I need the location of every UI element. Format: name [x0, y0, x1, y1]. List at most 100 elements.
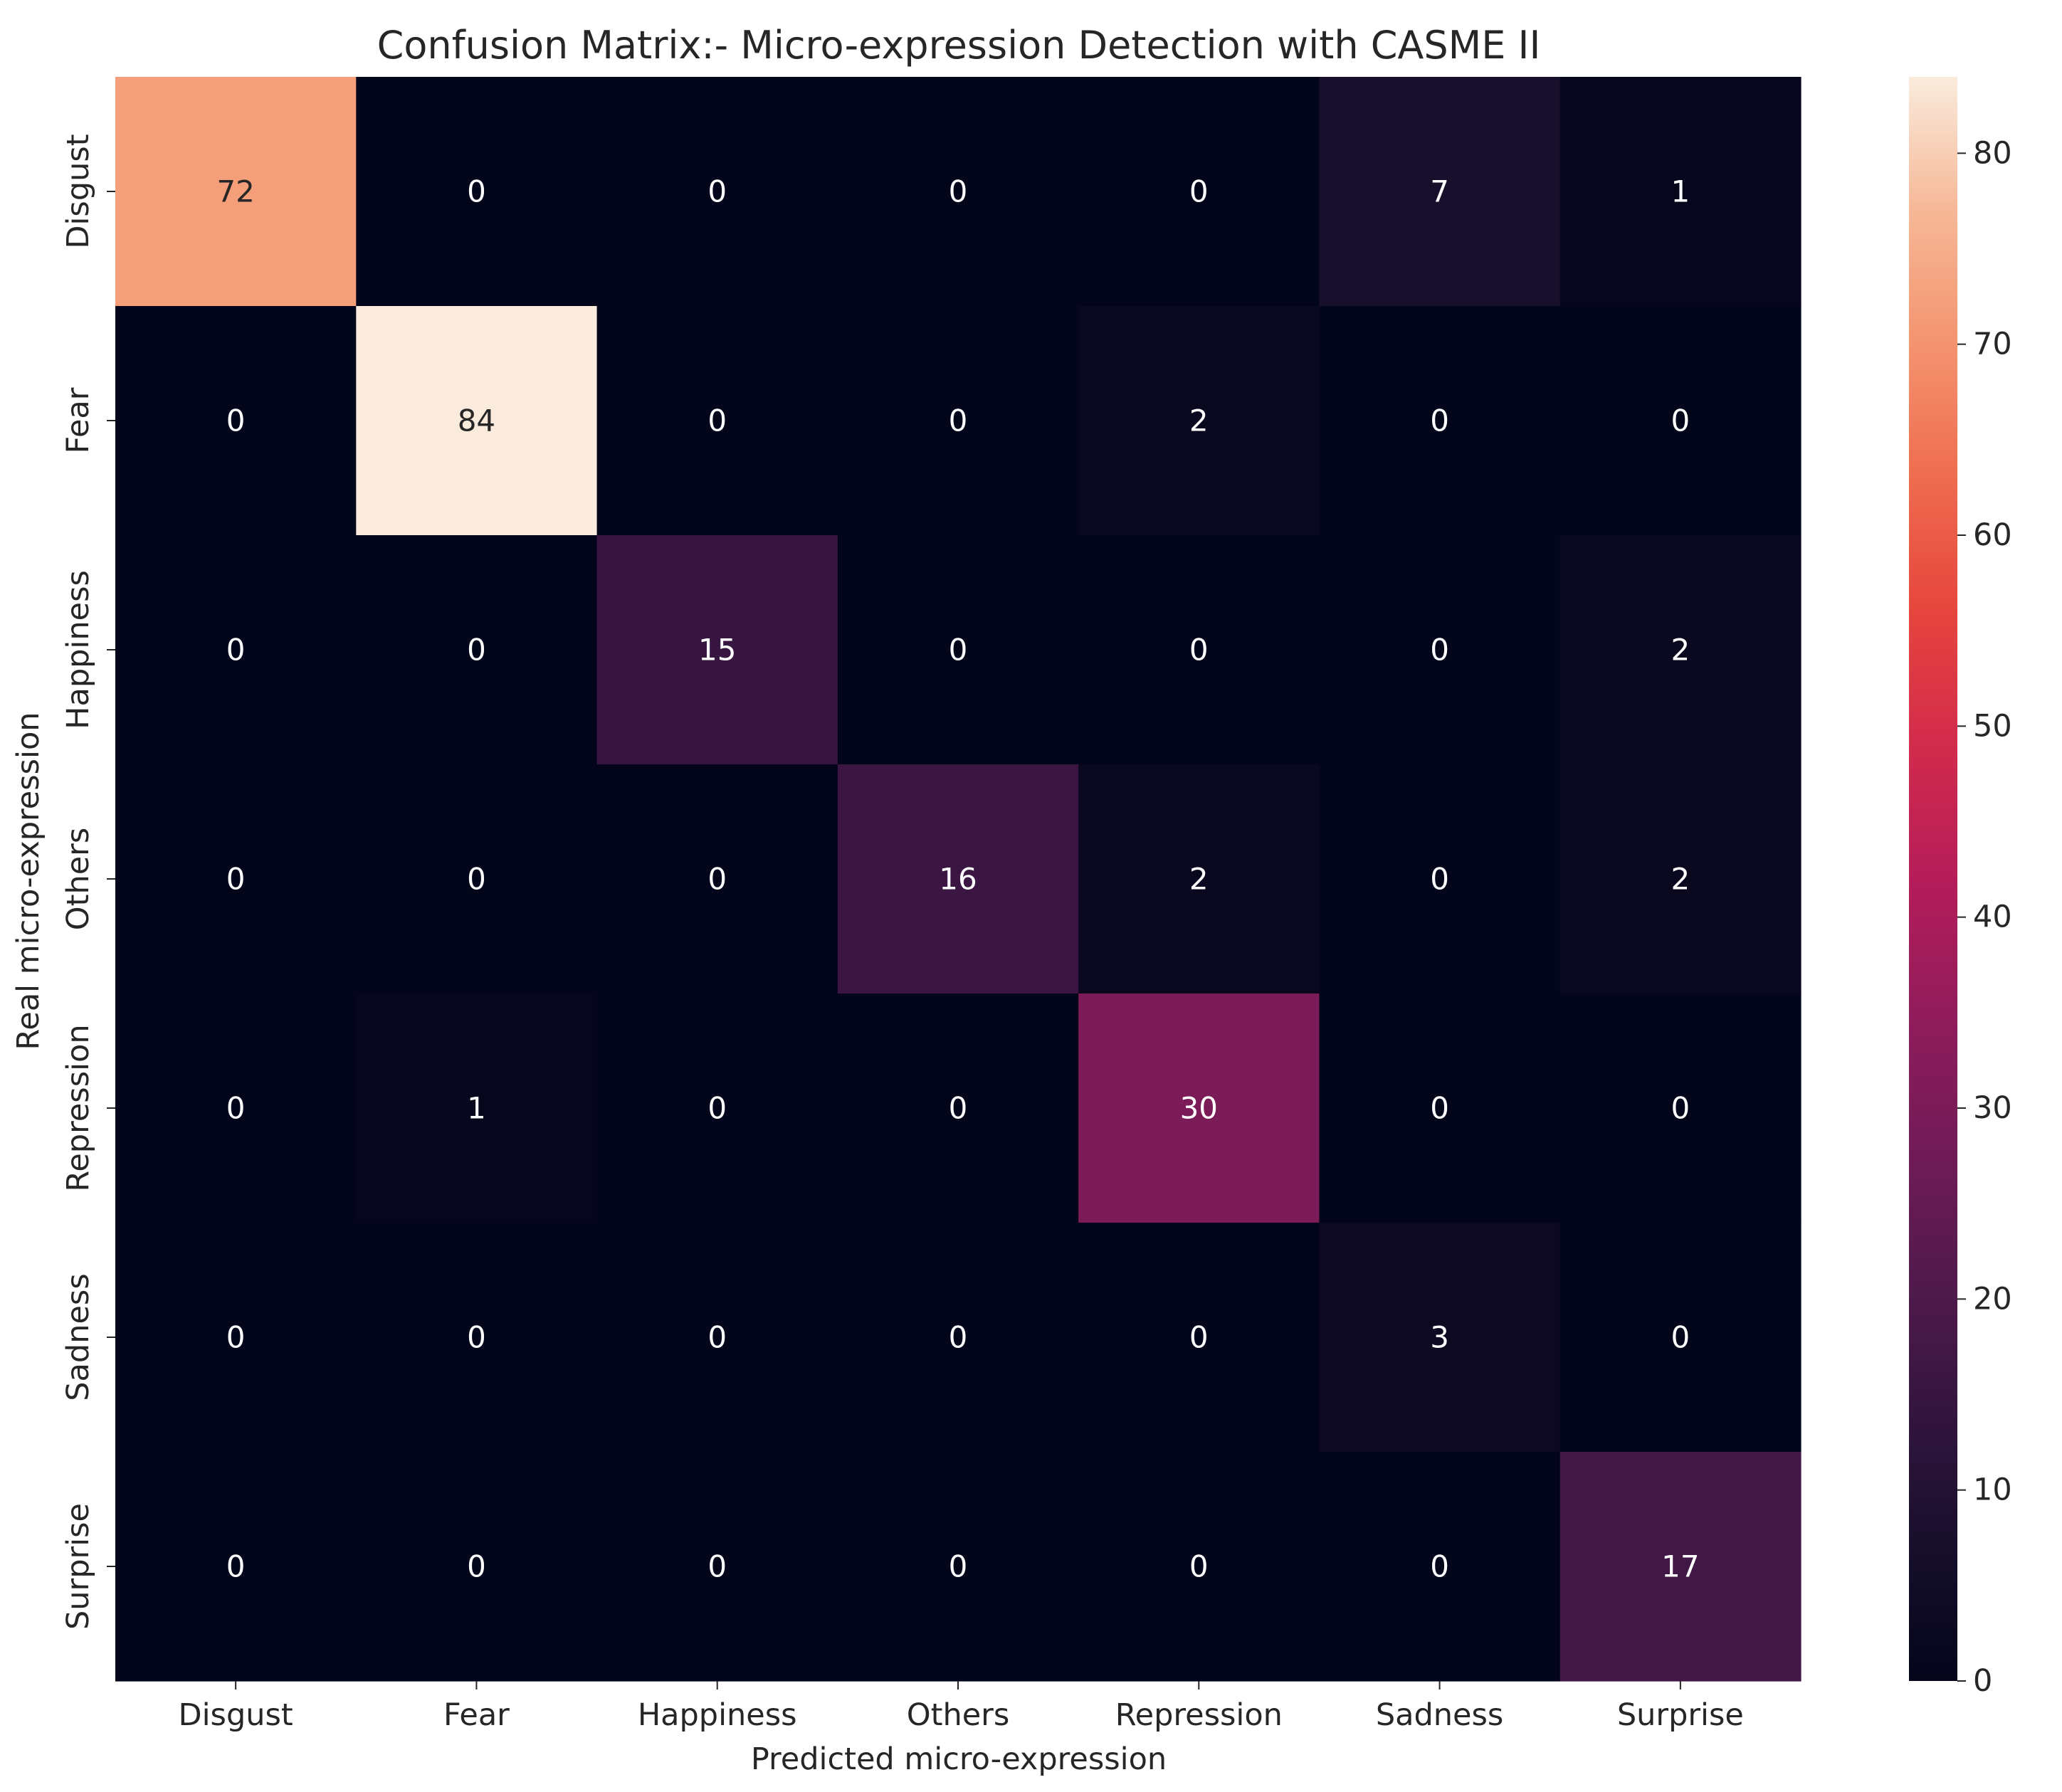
heatmap-cell	[1078, 77, 1320, 307]
heatmap-cell	[356, 993, 598, 1223]
cell-value-label: 0	[1671, 1091, 1690, 1126]
heatmap-cell	[1078, 993, 1320, 1223]
colorbar-tick-label: 20	[1973, 1281, 2012, 1317]
heatmap-cell	[356, 77, 598, 307]
cell-value-label: 16	[939, 862, 977, 897]
heatmap-cell	[596, 535, 838, 765]
heatmap-cell	[837, 77, 1079, 307]
cell-value-label: 0	[708, 1091, 727, 1126]
heatmap-cell	[356, 306, 598, 536]
heatmap-cell	[115, 77, 357, 307]
cell-value-label: 0	[226, 1549, 246, 1584]
heatmap-cell	[837, 1452, 1079, 1682]
heatmap-cell	[596, 764, 838, 994]
cell-value-label: 0	[708, 1549, 727, 1584]
heatmap-cell	[1559, 535, 1801, 765]
cell-value-label: 0	[1430, 1549, 1449, 1584]
y-tick-label: Surprise	[61, 1503, 96, 1630]
x-tick-label: Sadness	[1376, 1697, 1503, 1733]
heatmap-cell	[1319, 1223, 1561, 1453]
heatmap-cell	[1319, 1452, 1561, 1682]
y-tick-label: Happiness	[61, 570, 96, 729]
heatmap-cell	[1319, 993, 1561, 1223]
cell-value-label: 30	[1180, 1091, 1218, 1126]
cell-value-label: 0	[226, 862, 246, 897]
heatmap-cell	[596, 77, 838, 307]
cell-value-label: 72	[216, 174, 254, 209]
heatmap-cell	[1559, 77, 1801, 307]
colorbar-tick-label: 0	[1973, 1663, 1992, 1699]
cell-value-label: 2	[1189, 862, 1209, 897]
cell-value-label: 0	[949, 633, 968, 668]
cell-value-label: 0	[226, 633, 246, 668]
cell-value-label: 1	[1671, 174, 1690, 209]
heatmap-cell	[837, 306, 1079, 536]
heatmap-cell	[1319, 306, 1561, 536]
cell-value-label: 84	[458, 404, 495, 438]
cell-value-label: 15	[698, 633, 736, 668]
cell-value-label: 0	[1430, 1091, 1449, 1126]
cell-value-label: 0	[1189, 174, 1209, 209]
heatmap-cell	[356, 1223, 598, 1453]
cell-value-label: 0	[467, 633, 486, 668]
heatmap-cell	[115, 306, 357, 536]
cell-value-label: 0	[1671, 1320, 1690, 1355]
colorbar-ticks: 0 10 20 30 40 50 60 70 80	[1957, 135, 2012, 1699]
cell-value-label: 1	[467, 1091, 486, 1126]
cell-value-label: 0	[1189, 633, 1209, 668]
cell-value-label: 3	[1430, 1320, 1449, 1355]
heatmap-cell	[1559, 993, 1801, 1223]
heatmap-cell-labels: 72 0 0 0 0 7 10 84 0 0 2 0 00 0 15 0 0 0 20 0 0 16 2 0 20 1 0 0 30 0 0…	[216, 174, 1699, 1584]
heatmap-cell	[596, 1452, 838, 1682]
cell-value-label: 0	[949, 1549, 968, 1584]
y-axis-label: Real micro-expression	[11, 712, 46, 1050]
colorbar-tick-label: 30	[1973, 1090, 2012, 1126]
cell-value-label: 0	[949, 404, 968, 438]
x-tick-label: Repression	[1115, 1697, 1283, 1733]
cell-value-label: 0	[949, 1320, 968, 1355]
cell-value-label: 2	[1671, 862, 1690, 897]
colorbar-tick-label: 60	[1973, 517, 2012, 553]
heatmap-cell	[115, 535, 357, 765]
heatmap-cell	[837, 1223, 1079, 1453]
heatmap-cell	[837, 535, 1079, 765]
y-tick-label: Sadness	[61, 1273, 96, 1401]
heatmap-cell	[1078, 1452, 1320, 1682]
cell-value-label: 2	[1671, 633, 1690, 668]
colorbar-tick-label: 70	[1973, 327, 2012, 362]
colorbar: 0 10 20 30 40 50 60 70 80	[1909, 77, 2012, 1699]
cell-value-label: 7	[1430, 174, 1449, 209]
cell-value-label: 2	[1189, 404, 1209, 438]
heatmap-cell	[115, 993, 357, 1223]
colorbar-tick-label: 10	[1973, 1472, 2012, 1508]
cell-value-label: 0	[467, 1320, 486, 1355]
heatmap-cell	[1078, 535, 1320, 765]
heatmap-cell	[356, 764, 598, 994]
heatmap-cell	[1319, 77, 1561, 307]
cell-value-label: 0	[1189, 1320, 1209, 1355]
cell-value-label: 0	[1430, 404, 1449, 438]
heatmap-cells	[115, 77, 1801, 1682]
y-tick-label: Disgust	[61, 134, 96, 248]
heatmap-cell	[837, 764, 1079, 994]
chart-title: Confusion Matrix:- Micro-expression Dete…	[377, 23, 1541, 68]
cell-value-label: 0	[708, 1320, 727, 1355]
cell-value-label: 0	[226, 1320, 246, 1355]
x-axis-label: Predicted micro-expression	[751, 1741, 1167, 1777]
cell-value-label: 0	[226, 404, 246, 438]
cell-value-label: 0	[708, 404, 727, 438]
heatmap-cell	[1319, 535, 1561, 765]
cell-value-label: 17	[1661, 1549, 1699, 1584]
heatmap-cell	[1559, 764, 1801, 994]
cell-value-label: 0	[708, 862, 727, 897]
cell-value-label: 0	[1189, 1549, 1209, 1584]
heatmap-cell	[1078, 764, 1320, 994]
heatmap-cell	[115, 764, 357, 994]
y-tick-label: Repression	[61, 1024, 96, 1191]
heatmap-cell	[596, 306, 838, 536]
heatmap-cell	[596, 1223, 838, 1453]
heatmap-cell	[356, 535, 598, 765]
heatmap-cell	[596, 993, 838, 1223]
x-axis-ticks: Disgust Fear Happiness Others Repression Sadn…	[178, 1681, 1744, 1733]
